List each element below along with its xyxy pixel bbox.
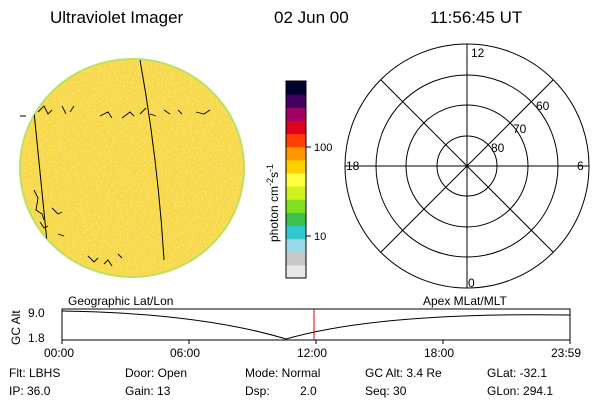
info-glon: GLon: 294.1 — [487, 384, 554, 398]
info-ip: IP: 36.0 — [9, 384, 51, 398]
colorbar-stripe — [286, 120, 306, 135]
polar-labels: 12 18 6 0 60 70 80 — [346, 46, 584, 290]
info-gc-alt: GC Alt: 3.4 Re — [365, 366, 442, 380]
track-y-tick-top: 9.0 — [28, 306, 45, 320]
track-y-tick-bottom: 1.8 — [28, 331, 45, 345]
polar-diagonal-2 — [380, 79, 554, 253]
track-x-label-2359: 23:59 — [551, 346, 581, 360]
colorbar-label-10: 10 — [314, 231, 326, 243]
lat-label-60: 60 — [536, 99, 550, 113]
colorbar: 100 10 photon cm-2s-1 — [265, 80, 332, 279]
colorbar-stripe — [286, 264, 306, 279]
colorbar-stripes — [286, 81, 306, 279]
colorbar-frame — [285, 80, 307, 279]
info-gain: Gain: 13 — [125, 384, 171, 398]
info-dsp-label: Dsp: — [245, 384, 270, 398]
colorbar-stripe — [286, 199, 306, 213]
instrument-title: Ultraviolet Imager — [50, 8, 184, 27]
colorbar-stripe — [286, 238, 306, 253]
track-x-label-0000: 00:00 — [44, 346, 74, 360]
uv-image-disk — [19, 58, 245, 278]
track-x-label-1200: 12:00 — [297, 346, 327, 360]
colorbar-stripe — [286, 212, 306, 227]
colorbar-stripe — [286, 172, 306, 187]
colorbar-stripe — [286, 133, 306, 148]
colorbar-stripe — [286, 146, 306, 161]
track-x-ticks — [61, 340, 571, 344]
mlt-label-6: 6 — [577, 159, 584, 173]
mlt-label-0: 0 — [468, 276, 475, 290]
orbit-track: Geographic Lat/Lon Apex MLat/MLT GC Alt … — [9, 294, 581, 360]
colorbar-stripe — [286, 107, 306, 121]
lat-label-80: 80 — [491, 141, 505, 155]
polar-plot — [344, 43, 590, 289]
coastline-upper — [20, 105, 211, 119]
colorbar-stripe — [286, 186, 306, 200]
coastline-outlines — [20, 105, 211, 267]
disk-noise-texture — [20, 59, 244, 277]
track-right-label: Apex MLat/MLT — [423, 294, 507, 308]
colorbar-unit-label: photon cm-2s-1 — [265, 164, 281, 242]
time-label: 11:56:45 UT — [430, 8, 523, 27]
track-x-label-0600: 06:00 — [170, 346, 200, 360]
info-flt: Flt: LBHS — [9, 366, 61, 380]
colorbar-label-100: 100 — [314, 142, 332, 154]
colorbar-stripe — [286, 225, 306, 240]
track-altitude-curve — [61, 310, 571, 340]
longitude-line-right — [139, 59, 165, 261]
track-left-label: Geographic Lat/Lon — [68, 294, 173, 308]
track-x-label-1800: 18:00 — [424, 346, 454, 360]
date-label: 02 Jun 00 — [274, 8, 349, 27]
colorbar-stripe — [286, 94, 306, 108]
track-x-tick-labels: 00:00 06:00 12:00 18:00 23:59 — [44, 346, 581, 360]
track-frame — [61, 308, 571, 341]
colorbar-stripe — [286, 251, 306, 266]
track-y-axis-label: GC Alt — [9, 310, 23, 345]
lat-label-70: 70 — [513, 122, 527, 136]
info-seq: Seq: 30 — [365, 384, 407, 398]
info-dsp-value: 2.0 — [300, 384, 317, 398]
info-door: Door: Open — [125, 366, 188, 380]
coastline-lower — [33, 189, 123, 267]
info-glat: GLat: -32.1 — [487, 366, 548, 380]
colorbar-stripe — [286, 159, 306, 174]
colorbar-stripe — [286, 81, 306, 95]
mlt-label-12: 12 — [471, 46, 485, 60]
mlt-label-18: 18 — [346, 159, 360, 173]
info-mode: Mode: Normal — [245, 366, 321, 380]
